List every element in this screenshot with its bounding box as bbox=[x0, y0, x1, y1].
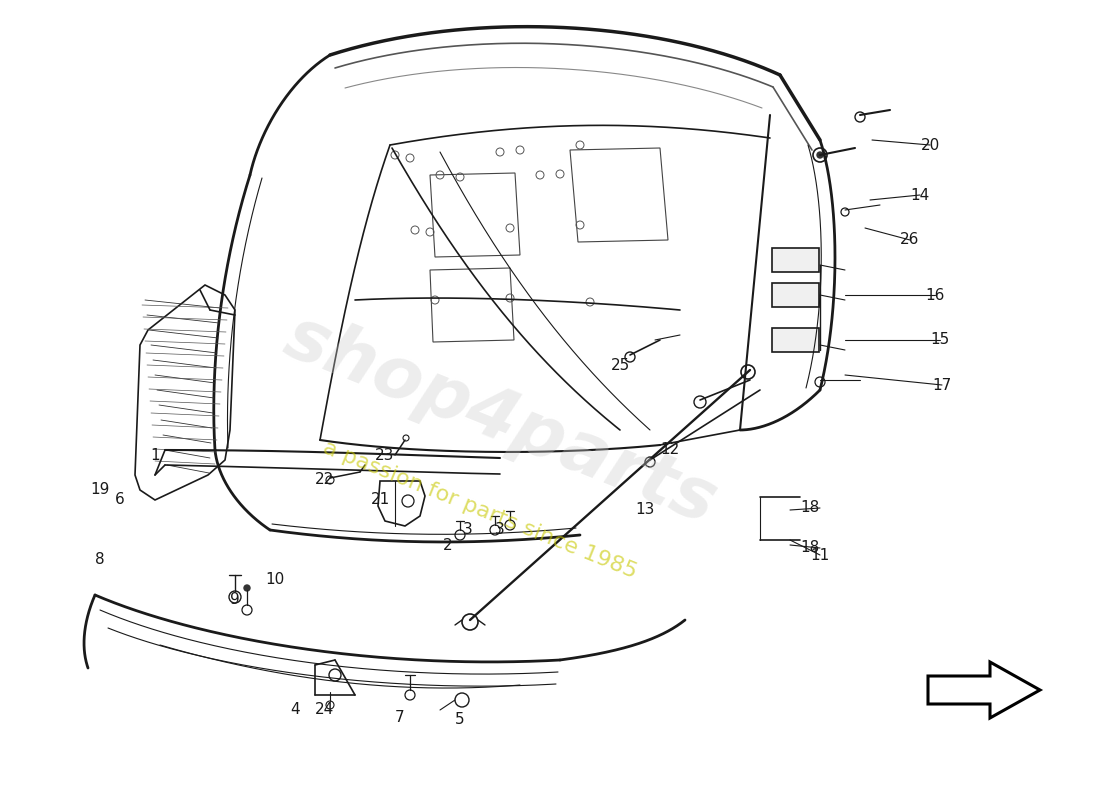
Text: 12: 12 bbox=[660, 442, 680, 458]
Circle shape bbox=[817, 152, 823, 158]
Text: shop4parts: shop4parts bbox=[274, 302, 726, 538]
Text: 18: 18 bbox=[801, 541, 820, 555]
Text: 10: 10 bbox=[265, 573, 285, 587]
Text: 3: 3 bbox=[463, 522, 473, 538]
Text: 8: 8 bbox=[96, 553, 104, 567]
FancyBboxPatch shape bbox=[772, 328, 820, 352]
Text: 11: 11 bbox=[811, 547, 829, 562]
Text: 13: 13 bbox=[636, 502, 654, 518]
Text: 9: 9 bbox=[230, 593, 240, 607]
Circle shape bbox=[244, 585, 250, 591]
Text: 18: 18 bbox=[801, 501, 820, 515]
Text: 1: 1 bbox=[151, 447, 160, 462]
FancyBboxPatch shape bbox=[772, 248, 820, 272]
Text: 26: 26 bbox=[900, 233, 920, 247]
Text: 15: 15 bbox=[931, 333, 949, 347]
Text: 7: 7 bbox=[395, 710, 405, 726]
Text: 25: 25 bbox=[610, 358, 629, 373]
Text: 23: 23 bbox=[375, 447, 395, 462]
Text: 16: 16 bbox=[925, 287, 945, 302]
Text: 3: 3 bbox=[495, 522, 505, 538]
Text: 21: 21 bbox=[371, 493, 389, 507]
Text: 24: 24 bbox=[316, 702, 334, 718]
Text: 22: 22 bbox=[316, 473, 334, 487]
Text: 4: 4 bbox=[290, 702, 300, 718]
Polygon shape bbox=[928, 662, 1040, 718]
Text: a passion for parts since 1985: a passion for parts since 1985 bbox=[320, 438, 640, 582]
FancyBboxPatch shape bbox=[772, 283, 820, 307]
Text: 5: 5 bbox=[455, 713, 465, 727]
Text: 20: 20 bbox=[921, 138, 939, 153]
Text: 2: 2 bbox=[443, 538, 453, 553]
Text: 14: 14 bbox=[911, 187, 930, 202]
Text: 19: 19 bbox=[90, 482, 110, 498]
Text: 6: 6 bbox=[116, 493, 125, 507]
Text: 17: 17 bbox=[933, 378, 952, 393]
